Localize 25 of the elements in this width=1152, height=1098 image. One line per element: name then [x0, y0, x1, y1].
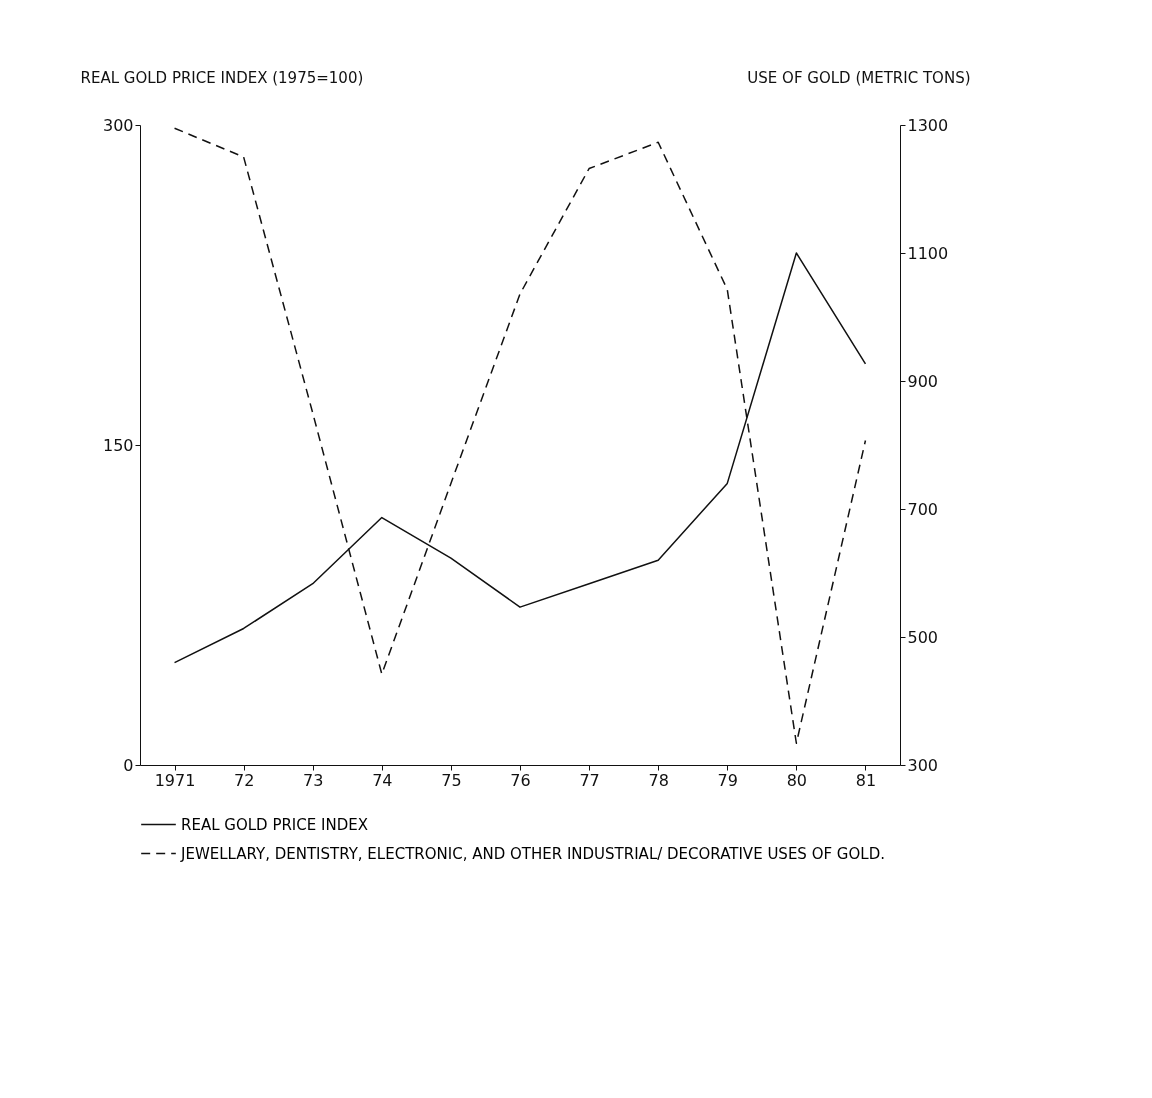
- y-tick-label: 150: [102, 435, 134, 455]
- x-tick-label: 80: [786, 770, 808, 790]
- y-axis-title: REAL GOLD PRICE INDEX (1975=100): [80, 68, 364, 87]
- x-tick-label: 72: [233, 770, 255, 790]
- y2-tick-label: 500: [907, 627, 939, 647]
- y2-tick-label: 700: [907, 499, 939, 519]
- x-tick-label: 1971: [154, 770, 196, 790]
- x-tick-label: 75: [441, 770, 462, 790]
- x-tick-label: 79: [717, 770, 738, 790]
- line-series: [173, 127, 867, 744]
- y2-tick-label: 900: [907, 371, 939, 391]
- y2-tick-label: 1100: [907, 243, 949, 263]
- y2-tick-label: 300: [907, 755, 939, 775]
- x-tick-label: 77: [579, 770, 600, 790]
- x-tick-label: 74: [372, 770, 393, 790]
- x-tick-label: 81: [855, 770, 877, 790]
- legend-label: JEWELLARY, DENTISTRY, ELECTRONIC, AND OTHER INDUSTRIAL/ DECORATIVE USES OF GOLD.: [180, 844, 885, 863]
- x-tick-label: 76: [510, 770, 531, 790]
- x-tick-label: 78: [648, 770, 669, 790]
- y-tick-label: 0: [123, 755, 134, 775]
- x-tick-label: 73: [303, 770, 324, 790]
- legend-label: REAL GOLD PRICE INDEX: [181, 815, 368, 834]
- y-tick-label: 300: [102, 115, 134, 135]
- y2-tick-label: 1300: [907, 115, 949, 135]
- y2-axis-title: USE OF GOLD (METRIC TONS): [747, 68, 971, 87]
